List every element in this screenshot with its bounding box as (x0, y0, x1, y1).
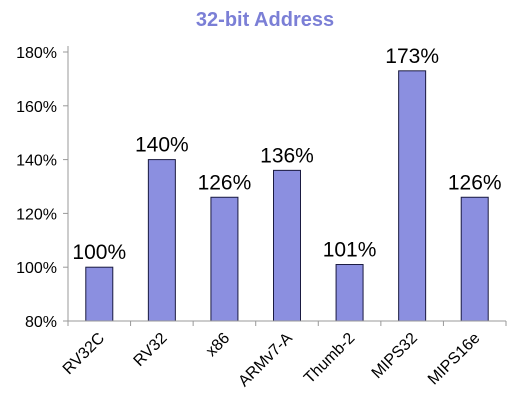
bar-x86 (210, 196, 239, 322)
bar-rv32c (85, 266, 114, 322)
data-label: 101% (323, 239, 377, 262)
data-label: 140% (135, 134, 189, 157)
x-tick-label: x86 (203, 330, 233, 360)
y-tick-label: 100% (16, 260, 57, 277)
data-label: 136% (260, 144, 314, 167)
x-tick-label: MIPS32 (369, 330, 421, 382)
x-tick-label: ARMv7-A (235, 330, 296, 391)
bar-thumb-2 (335, 264, 364, 322)
chart-title: 32-bit Address (196, 9, 334, 31)
y-axis-ticks: 80% 100% 120% 140% 160% 180% (16, 45, 68, 331)
data-label: 173% (385, 45, 439, 68)
bar-rv32 (147, 159, 176, 322)
y-tick-label: 120% (16, 206, 57, 223)
bar-mips16e (460, 196, 489, 322)
y-tick-label: 80% (25, 314, 57, 331)
y-tick-label: 180% (16, 45, 57, 62)
x-tick-label: RV32C (60, 330, 108, 378)
data-label: 126% (198, 171, 252, 194)
x-tick-label: MIPS16e (425, 330, 484, 389)
data-label: 100% (72, 241, 126, 264)
x-tick-label: Thumb-2 (301, 330, 358, 387)
bars: 100% 140% 126% 136% 101% 173% 126% (72, 45, 502, 322)
y-tick-label: 140% (16, 153, 57, 170)
bar-mips32 (398, 70, 427, 322)
y-tick-label: 160% (16, 99, 57, 116)
x-tick-label: RV32 (131, 330, 171, 370)
x-axis-ticks: RV32C RV32 x86 ARMv7-A Thumb-2 MIPS32 MIPS16e (60, 330, 484, 391)
data-label: 126% (448, 171, 502, 194)
bar-armv7-a (273, 169, 301, 322)
axes (67, 46, 507, 326)
